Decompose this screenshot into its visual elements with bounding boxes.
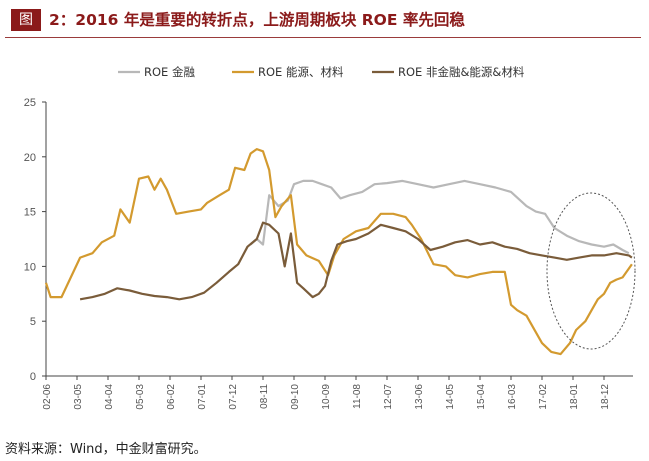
x-tick-label: 07-01 [197,384,208,410]
y-axis: 0 5 10 15 20 25 [24,97,47,383]
x-tick-label: 07-12 [228,384,239,410]
x-tick-label: 18-12 [600,384,611,410]
y-tick-label: 0 [30,371,36,383]
y-tick-label: 5 [30,316,36,328]
series-line-2 [44,148,633,356]
legend-label-1: ROE 金融 [144,65,195,79]
highlight-ellipse [546,192,636,350]
x-tick-label: 10-09 [321,384,332,410]
x-tick-label: 13-06 [414,384,425,410]
y-tick-label: 25 [24,97,36,109]
y-tick-label: 20 [24,152,36,164]
x-tick-label: 05-03 [135,384,146,410]
title-divider [5,37,641,38]
series-line-1 [249,179,630,255]
figure-title-bar: 图 2：2016 年是重要的转折点，上游周期板块 ROE 率先回稳 [5,5,641,38]
x-tick-label: 08-11 [259,384,270,409]
series-layer [44,148,633,356]
source-note: 资料来源：Wind，中金财富研究。 [5,442,207,457]
y-tick-label: 15 [24,207,36,219]
x-tick-label: 09-10 [290,384,301,410]
x-axis: 02-06 03-05 04-04 05-03 06-02 07-01 07-12 08-11… [42,375,633,410]
figure-title: 2：2016 年是重要的转折点，上游周期板块 ROE 率先回稳 [49,11,465,29]
legend-label-3: ROE 非金融&能源&材料 [398,65,525,79]
x-tick-label: 18-01 [569,384,580,410]
x-tick-label: 03-05 [73,384,84,410]
chart-legend: ROE 金融 ROE 能源、材料 ROE 非金融&能源&材料 [118,65,525,79]
figure-tag: 图 [11,9,41,31]
y-tick-label: 10 [24,261,36,273]
x-tick-label: 14-05 [445,384,456,410]
x-tick-label: 12-07 [383,384,394,410]
x-tick-label: 06-02 [166,384,177,410]
x-tick-label: 17-02 [538,384,549,410]
legend-label-2: ROE 能源、材料 [258,65,344,79]
x-tick-label: 04-04 [104,384,115,410]
x-tick-label: 15-04 [476,384,487,410]
x-tick-label: 11-08 [352,384,363,409]
x-tick-label: 02-06 [42,384,53,410]
x-tick-label: 16-03 [507,384,518,410]
series-line-3 [79,221,633,301]
